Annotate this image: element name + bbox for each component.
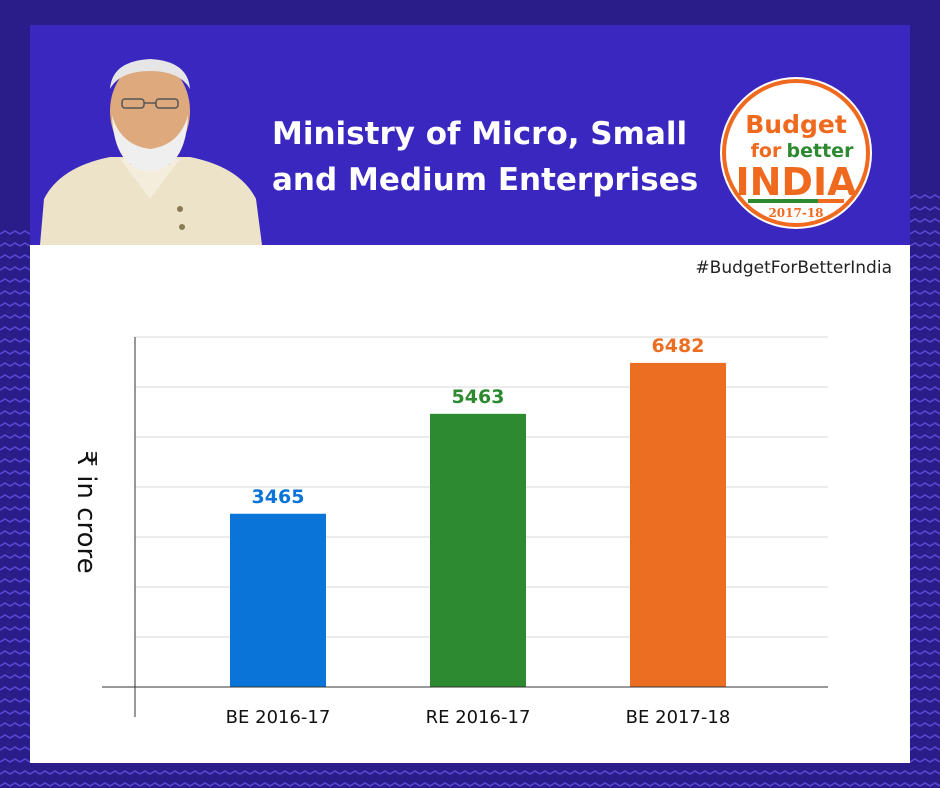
data-label-3: 6482 bbox=[652, 335, 705, 357]
logo-india-text: INDIA bbox=[735, 160, 857, 204]
x-tick-label-2: RE 2016-17 bbox=[426, 707, 531, 728]
axes: BE 2016-17 RE 2016-17 BE 2017-18 bbox=[102, 337, 828, 728]
logo-year-text: 2017-18 bbox=[768, 206, 823, 220]
logo-budget-text: Budget bbox=[745, 110, 847, 139]
page-title: Ministry of Micro, Small and Medium Ente… bbox=[272, 111, 712, 203]
title-line-1: Ministry of Micro, Small bbox=[272, 116, 688, 152]
y-axis-label: ₹ in crore bbox=[71, 450, 101, 573]
bar-3 bbox=[630, 362, 726, 687]
title-line-2: and Medium Enterprises bbox=[272, 162, 699, 198]
bars: 3465 5463 6482 bbox=[230, 335, 726, 687]
data-label-1: 3465 bbox=[252, 486, 305, 508]
x-tick-label-3: BE 2017-18 bbox=[626, 707, 731, 728]
header-banner: Ministry of Micro, Small and Medium Ente… bbox=[30, 25, 910, 245]
logo-better-text: better bbox=[787, 140, 855, 162]
logo-for-text: for bbox=[751, 140, 782, 162]
data-label-2: 5463 bbox=[452, 386, 505, 408]
budget-logo: Budget for better INDIA 2017-18 bbox=[720, 77, 872, 229]
hashtag: #BudgetForBetterIndia bbox=[695, 258, 892, 278]
portrait-image bbox=[40, 59, 262, 245]
x-tick-label-1: BE 2016-17 bbox=[226, 707, 331, 728]
bar-2 bbox=[430, 413, 526, 687]
bar-1 bbox=[230, 513, 326, 687]
